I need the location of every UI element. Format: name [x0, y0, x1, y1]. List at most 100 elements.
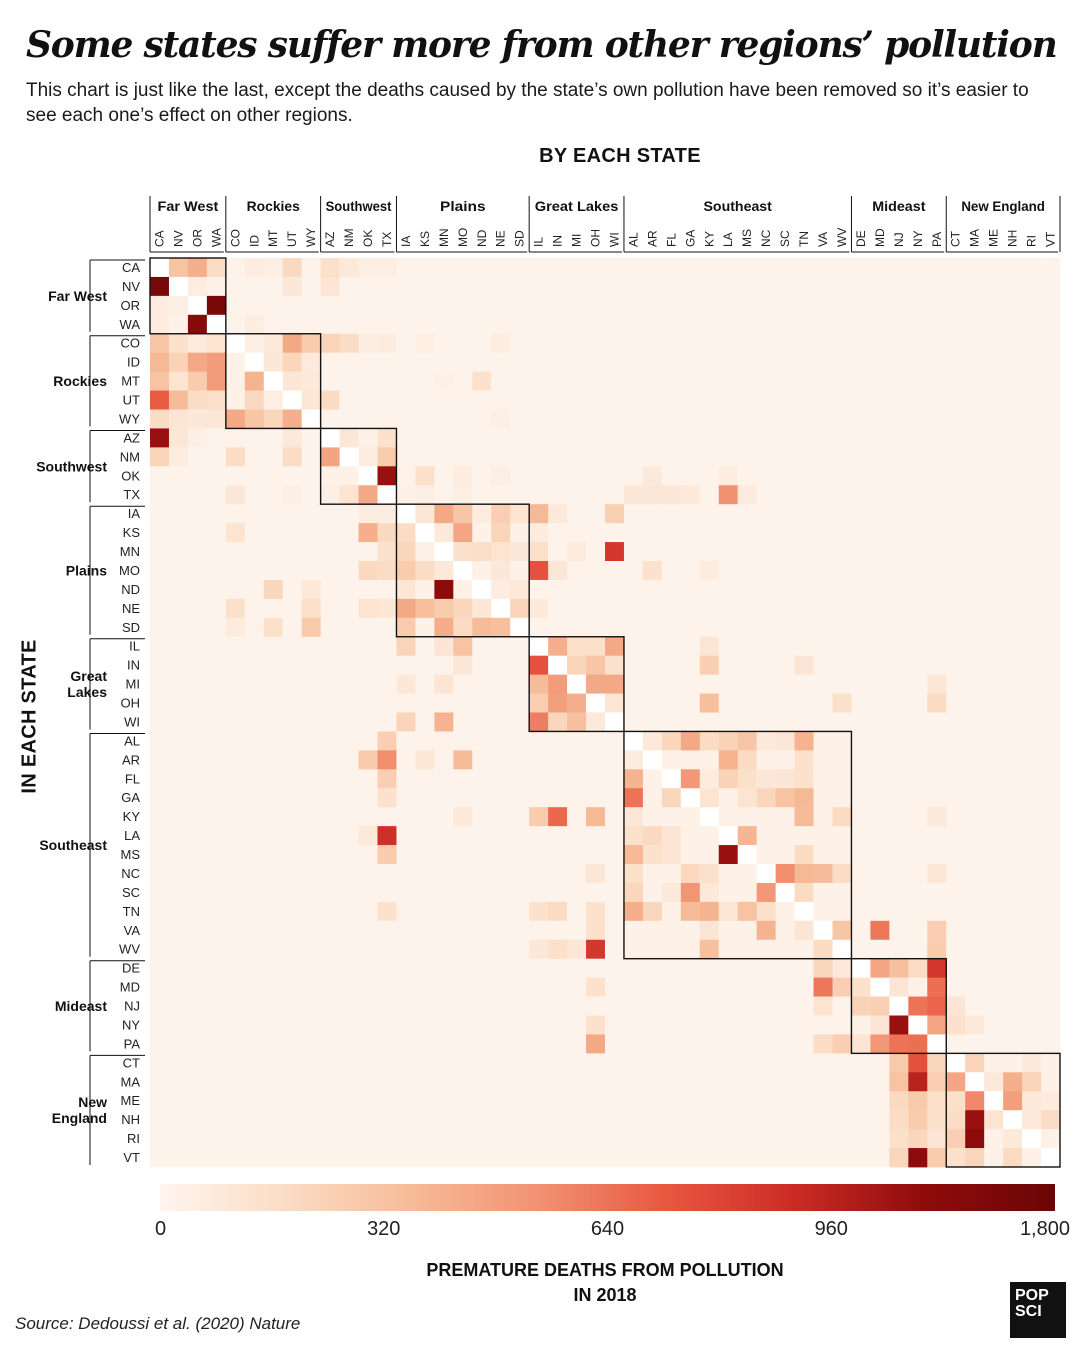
heatmap-cell — [984, 882, 1004, 903]
heatmap-cell — [358, 1053, 378, 1073]
heatmap-cell — [567, 1034, 587, 1054]
heatmap-cell — [510, 1053, 530, 1073]
heatmap-cell — [946, 390, 966, 410]
heatmap-cell — [642, 1072, 663, 1092]
heatmap-cell — [946, 258, 966, 278]
heatmap-cell — [1003, 1053, 1023, 1073]
heatmap-cell — [548, 466, 568, 486]
heatmap-cell — [301, 598, 322, 619]
heatmap-cell — [946, 276, 966, 297]
heatmap-cell — [642, 769, 663, 789]
heatmap-cell — [244, 958, 265, 979]
heatmap-cell — [1003, 466, 1023, 486]
heatmap-cell — [168, 314, 189, 335]
heatmap-cell — [187, 996, 208, 1016]
heatmap-cell — [1022, 864, 1042, 884]
heatmap-cell — [301, 428, 322, 448]
heatmap-cell — [282, 1129, 303, 1149]
heatmap-cell — [737, 901, 758, 922]
region-box — [225, 333, 322, 430]
column-state-label: WV — [835, 228, 849, 247]
heatmap-cell — [661, 409, 682, 429]
heatmap-cell — [282, 977, 303, 997]
heatmap-cell — [908, 504, 928, 524]
heatmap-cell — [396, 1148, 416, 1168]
heatmap-cell — [453, 428, 473, 448]
heatmap-cell — [813, 314, 833, 335]
heatmap-cell — [623, 920, 644, 941]
heatmap-cell — [150, 428, 170, 448]
heatmap-cell — [396, 276, 416, 297]
heatmap-cell — [623, 901, 644, 922]
heatmap-cell — [320, 939, 340, 960]
heatmap-cell — [946, 731, 966, 751]
heatmap-cell — [699, 561, 720, 581]
heatmap-cell — [586, 523, 606, 543]
heatmap-cell — [187, 807, 208, 827]
heatmap-cell — [851, 901, 871, 922]
heatmap-cell — [301, 1015, 322, 1035]
heatmap-cell — [680, 864, 701, 884]
heatmap-cell — [851, 523, 871, 543]
heatmap-cell — [529, 845, 549, 865]
heatmap-cell — [453, 1015, 473, 1035]
heatmap-cell — [908, 939, 928, 960]
heatmap-cell — [927, 826, 947, 846]
heatmap-cell — [434, 295, 454, 316]
heatmap-cell — [358, 428, 378, 448]
heatmap-cell — [510, 826, 530, 846]
heatmap-cell — [187, 390, 208, 410]
heatmap-cell-diagonal — [263, 371, 284, 391]
heatmap-cell — [415, 617, 435, 638]
heatmap-cell — [206, 1053, 227, 1073]
heatmap-cell — [510, 939, 530, 960]
heatmap-cell — [756, 958, 777, 979]
heatmap-cell — [206, 371, 227, 391]
heatmap-cell — [680, 352, 701, 373]
heatmap-cell — [832, 428, 852, 448]
heatmap-cell — [832, 864, 852, 884]
heatmap-cell — [434, 996, 454, 1016]
heatmap-cell — [453, 1110, 473, 1130]
heatmap-cell — [965, 485, 985, 505]
heatmap-cell — [263, 314, 284, 335]
heatmap-cell — [244, 466, 265, 486]
heatmap-cell — [206, 712, 227, 732]
heatmap-cell — [567, 807, 587, 827]
heatmap-cell — [756, 1148, 777, 1168]
heatmap-cell — [775, 1034, 795, 1054]
heatmap-cell — [870, 958, 890, 979]
heatmap-cell — [680, 1129, 701, 1149]
heatmap-cell — [453, 542, 473, 562]
heatmap-cell — [472, 901, 492, 922]
heatmap-cell — [529, 314, 549, 335]
heatmap-cell — [661, 996, 682, 1016]
heatmap-cell — [168, 996, 189, 1016]
row-state-label: ID — [127, 355, 140, 370]
heatmap-cell — [851, 1110, 871, 1130]
heatmap-cell — [263, 920, 284, 941]
heatmap-cell — [282, 258, 303, 278]
heatmap-cell — [225, 769, 246, 789]
heatmap-cell — [813, 409, 833, 429]
heatmap-cell — [529, 579, 549, 600]
heatmap-cell — [775, 769, 795, 789]
heatmap-cell — [358, 731, 378, 751]
column-region-label: Southeast — [704, 198, 773, 214]
heatmap-cell — [718, 428, 739, 448]
column-region-label: Rockies — [247, 198, 300, 214]
heatmap-cell — [1041, 1015, 1061, 1035]
heatmap-cell — [775, 258, 795, 278]
heatmap-cell — [339, 788, 359, 808]
heatmap-cell — [168, 693, 189, 713]
heatmap-cell — [1041, 750, 1061, 770]
heatmap-cell — [642, 447, 663, 467]
heatmap-cell — [339, 1072, 359, 1092]
heatmap-cell — [699, 1072, 720, 1092]
heatmap-cell — [263, 276, 284, 297]
heatmap-cell — [794, 1015, 814, 1035]
heatmap-cells — [150, 258, 1061, 1168]
heatmap-cell — [699, 845, 720, 865]
heatmap-cell — [377, 1053, 397, 1073]
heatmap-cell — [453, 1072, 473, 1092]
